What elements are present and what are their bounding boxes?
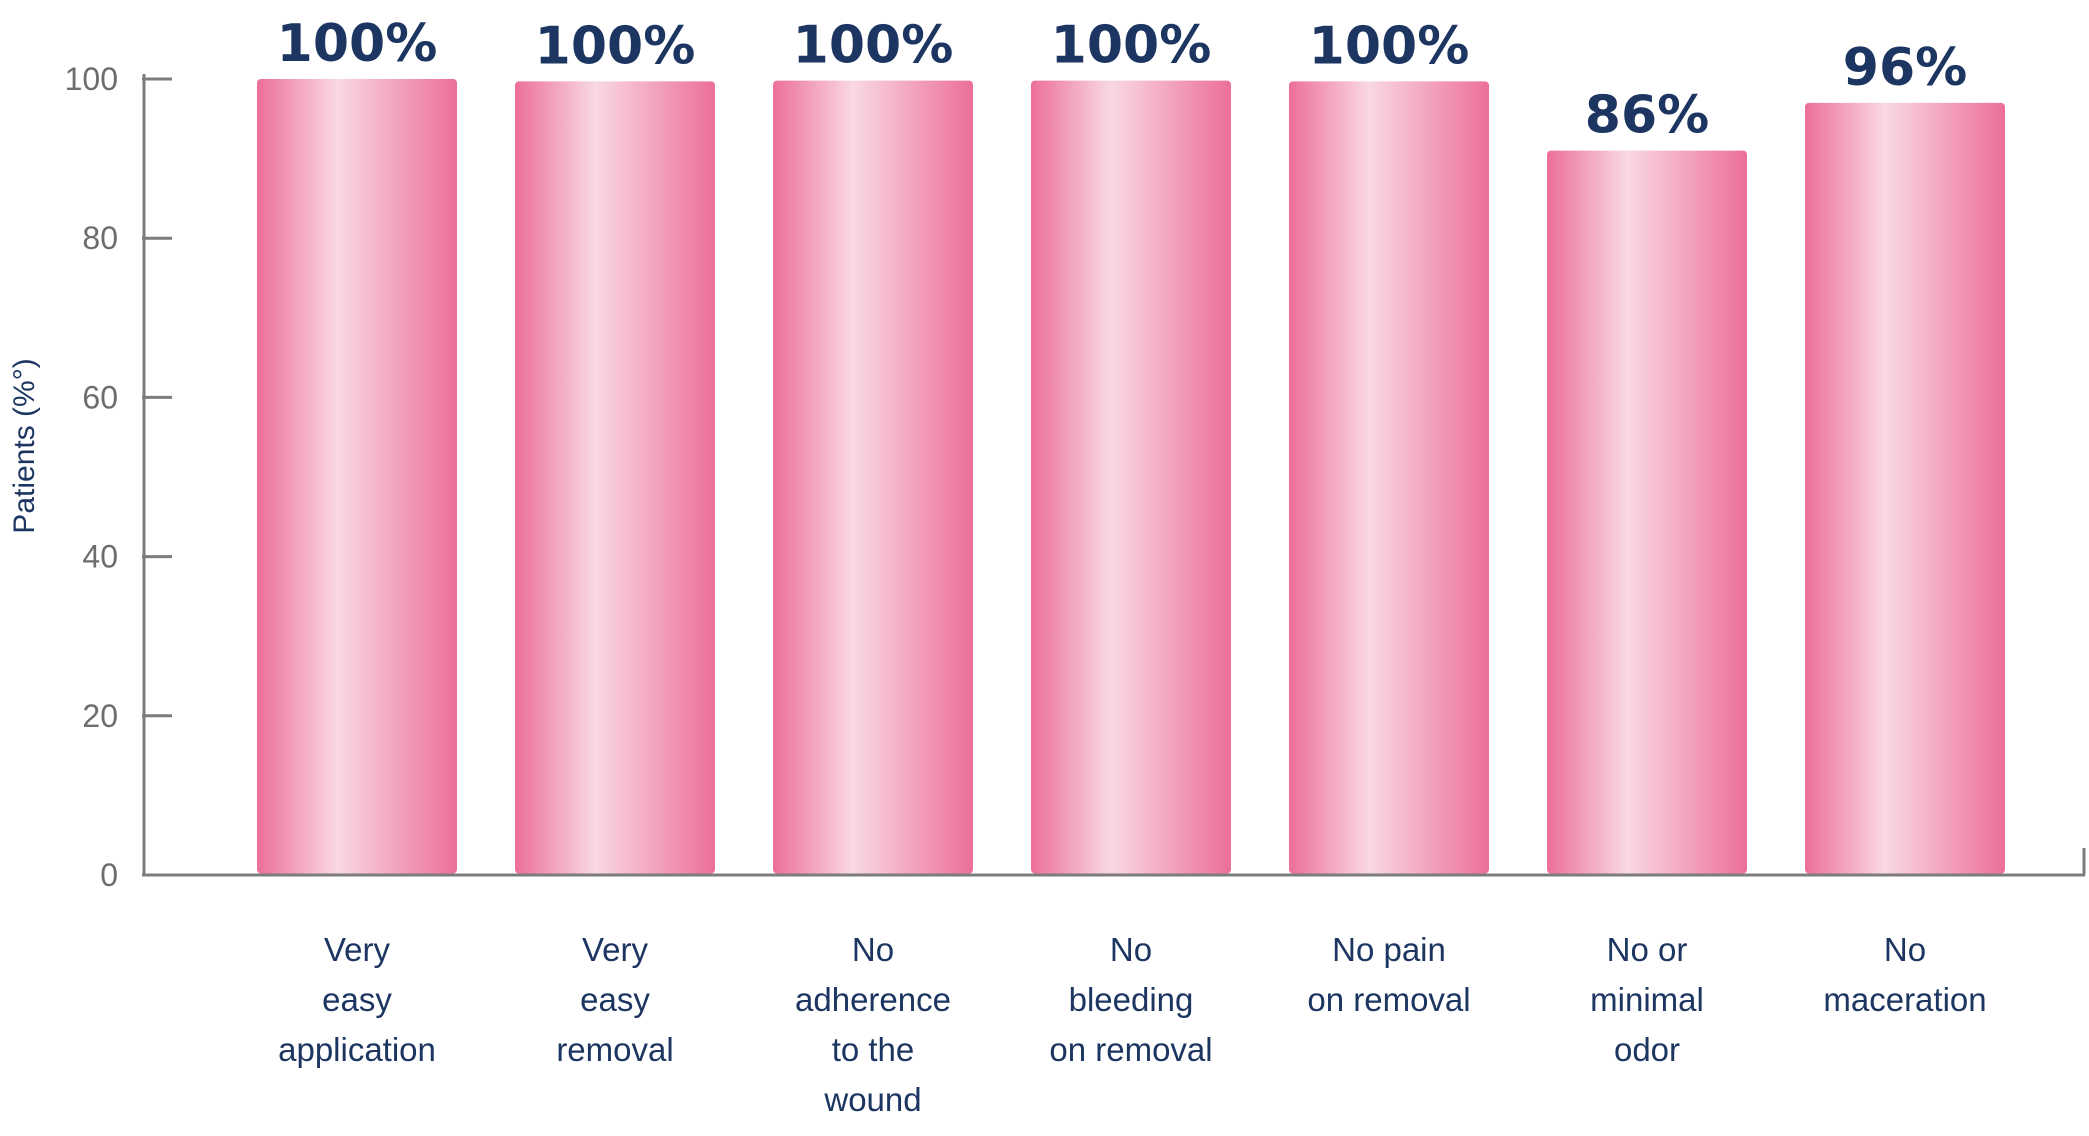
data-label: 100% (1309, 16, 1470, 76)
bar (257, 79, 457, 874)
data-label: 100% (1051, 16, 1212, 76)
data-label: 100% (277, 14, 438, 74)
data-label: 100% (793, 16, 954, 76)
bar (1289, 81, 1489, 874)
y-tick-label: 100 (65, 61, 118, 97)
data-label: 96% (1843, 38, 1967, 98)
category-label: Very easy application (278, 931, 436, 1068)
category-label: No adherence to the wound (795, 931, 951, 1118)
data-label: 100% (535, 16, 696, 76)
y-tick-label: 20 (82, 698, 118, 734)
category-label: No bleeding on removal (1049, 931, 1212, 1068)
data-label: 86% (1585, 86, 1709, 146)
y-axis-label: Patients (%°) (8, 358, 41, 533)
y-tick-label: 80 (82, 220, 118, 256)
category-label: No or minimal odor (1590, 931, 1704, 1068)
y-tick-label: 60 (82, 379, 118, 415)
bar (1547, 150, 1747, 874)
category-label: Very easy removal (556, 931, 673, 1068)
bar (515, 81, 715, 874)
category-label: No pain on removal (1307, 931, 1470, 1018)
bar (773, 80, 973, 874)
category-label: No maceration (1823, 931, 1986, 1018)
bar (1805, 102, 2005, 874)
y-tick-label: 0 (100, 857, 118, 893)
bar (1031, 80, 1231, 874)
y-tick-label: 40 (82, 539, 118, 575)
